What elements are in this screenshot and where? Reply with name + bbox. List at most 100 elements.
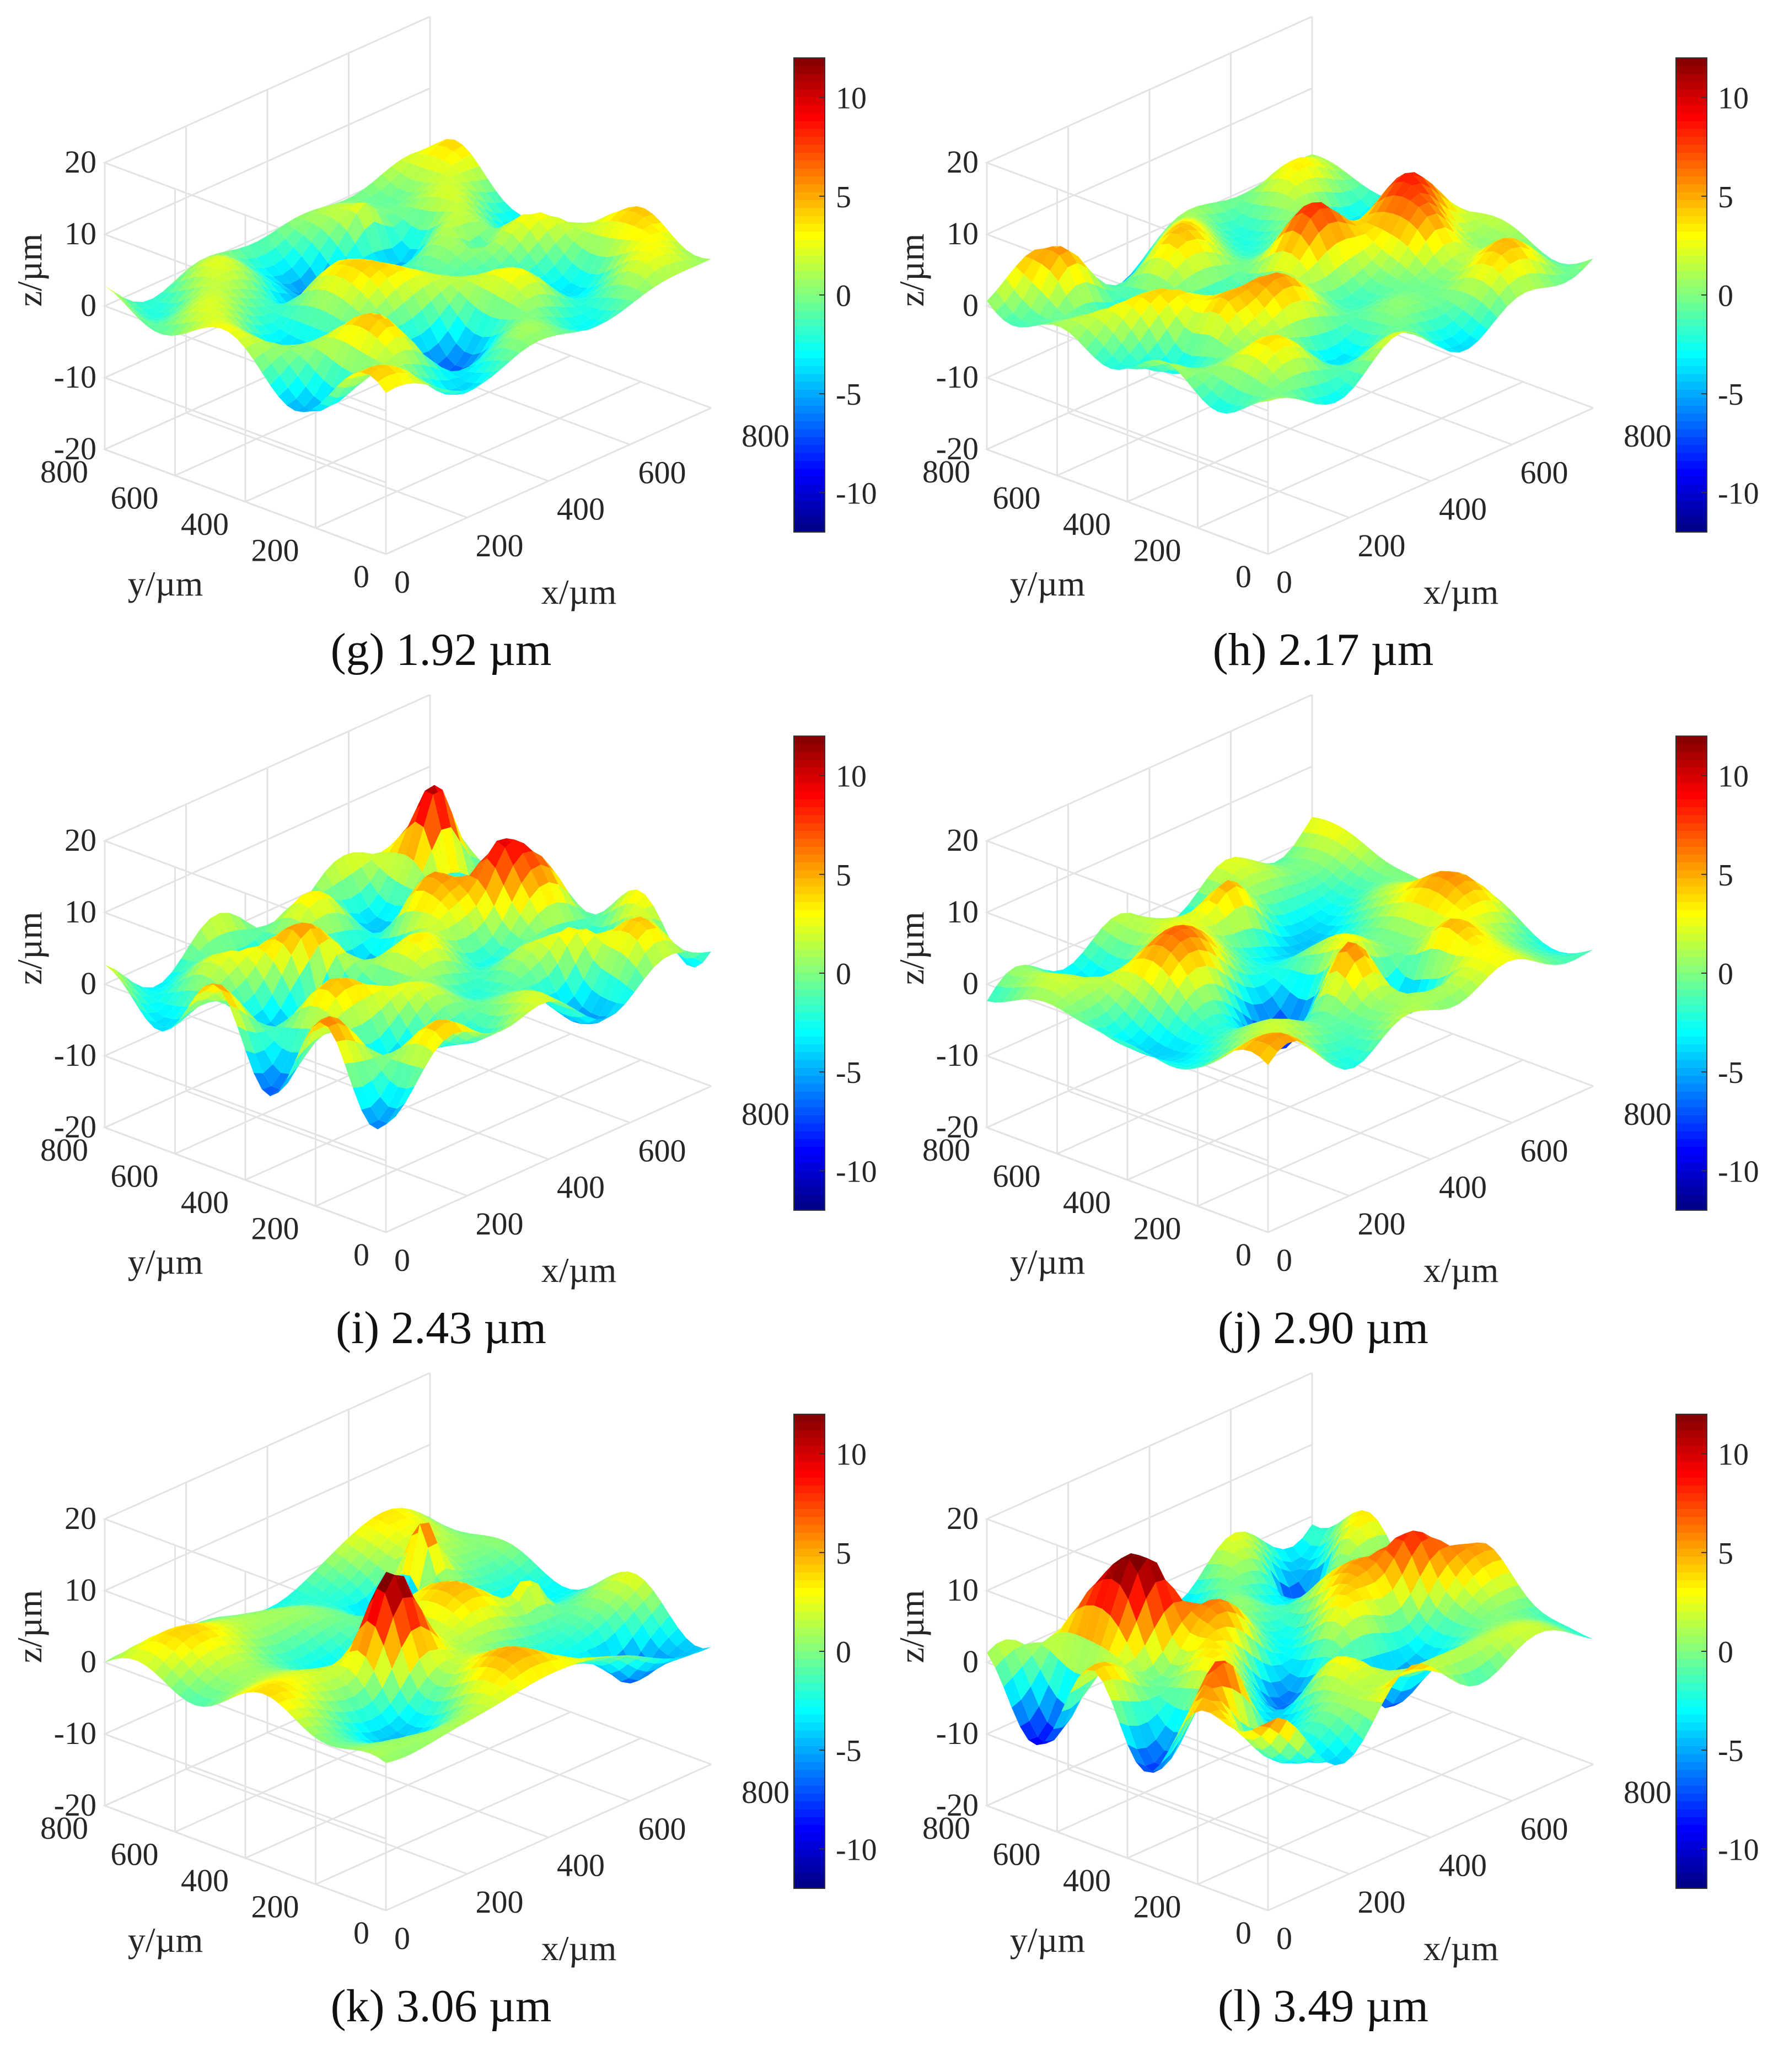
surface-facet [1459, 920, 1477, 928]
surface-facet [466, 906, 485, 932]
surface-facet [575, 946, 594, 980]
surface-facet [1377, 1012, 1395, 1021]
surface-facet [587, 272, 606, 288]
surface-facet [1186, 239, 1205, 254]
surface-facet [1474, 264, 1492, 281]
surface-facet [1345, 329, 1363, 344]
surface-facet [1348, 219, 1367, 226]
surface-facet [1249, 962, 1267, 967]
colorbar-segment [794, 398, 825, 406]
surface-facet [538, 282, 557, 296]
surface-facet [611, 931, 629, 952]
surface-facet [245, 1050, 264, 1073]
surface-facet [1353, 269, 1371, 287]
surface-facet [1177, 368, 1195, 380]
surface-facet [1422, 286, 1440, 293]
surface-facet [337, 903, 356, 921]
surface-facet [1178, 905, 1196, 917]
surface-facet [1318, 925, 1336, 935]
surface-facet [224, 314, 243, 327]
surface-facet [1158, 1005, 1177, 1029]
surface-facet [525, 316, 543, 321]
surface-facet [495, 201, 513, 213]
surface-facet [1407, 991, 1425, 995]
surface-facet [595, 268, 614, 286]
surface-facet [1317, 395, 1335, 405]
surface-facet [574, 304, 592, 314]
surface-facet [1233, 213, 1251, 227]
surface-facet [151, 986, 169, 994]
surface-facet [166, 990, 185, 1006]
surface-facet [1418, 309, 1436, 321]
surface-facet [598, 1013, 616, 1023]
surface-facet [121, 981, 139, 1002]
surface-facet [385, 310, 403, 328]
colorbar-segment [794, 358, 825, 367]
colorbar-segment [794, 271, 825, 280]
surface-facet [1539, 255, 1558, 268]
surface-facet [1523, 946, 1541, 951]
surface-facet [1304, 1027, 1323, 1035]
surface-facet [314, 1027, 332, 1041]
surface-facet [1347, 360, 1365, 372]
surface-facet [1190, 356, 1208, 370]
colorbar-segment [1676, 831, 1707, 840]
colorbar-segment [1676, 366, 1707, 375]
surface-facet [1292, 300, 1310, 320]
surface-facet [570, 330, 588, 331]
surface-facet [1344, 835, 1362, 853]
surface-facet [202, 962, 221, 978]
surface-facet [1293, 832, 1311, 847]
surface-facet [309, 945, 327, 996]
surface-facet [282, 267, 300, 284]
surface-facet [273, 274, 291, 284]
surface-facet [1509, 951, 1528, 957]
surface-facet [1411, 296, 1429, 303]
surface-facet [1183, 332, 1202, 356]
surface-facet [439, 984, 458, 993]
surface-facet [1271, 865, 1290, 870]
surface-facet [1445, 304, 1464, 321]
surface-facet [1168, 216, 1187, 226]
surface-facet [1395, 888, 1414, 903]
surface-facet [1260, 869, 1278, 879]
surface-facet [479, 963, 497, 971]
surface-facet [1316, 166, 1335, 180]
surface-facet [1071, 999, 1089, 1013]
colorbar-segment [1676, 263, 1707, 272]
surface-plot-j: -20-100102002004006008000200400600800x/µ… [892, 694, 1759, 1290]
surface-facet [1264, 977, 1282, 997]
surface-facet [1216, 1032, 1235, 1043]
surface-facet [441, 283, 459, 304]
surface-facet [634, 217, 652, 230]
surface-facet [406, 944, 425, 962]
surface-facet [431, 245, 449, 259]
surface-facet [255, 341, 273, 352]
surface-facet [492, 991, 510, 997]
surface-facet [1538, 956, 1556, 960]
surface-facet [1319, 970, 1337, 997]
surface-facet [1447, 956, 1465, 975]
surface-facet [1132, 297, 1151, 316]
surface-facet [531, 865, 549, 888]
surface-facet [185, 286, 204, 299]
surface-facet [266, 247, 284, 265]
surface-facet [1310, 208, 1329, 233]
surface-facet [1070, 323, 1088, 341]
surface-facet [1144, 924, 1162, 933]
surface-facet [278, 388, 297, 406]
surface-facet [1321, 1043, 1339, 1053]
surface-facet [1311, 909, 1329, 922]
surface-facet [492, 245, 511, 264]
surface-facet [1281, 864, 1299, 869]
surface-facet [496, 958, 514, 970]
surface-facet [545, 306, 563, 318]
surface-facet [1456, 941, 1474, 957]
surface-facet [408, 933, 426, 944]
surface-facet [1197, 965, 1215, 984]
surface-facet [1229, 953, 1248, 967]
surface-facet [1431, 927, 1449, 949]
surface-facet [315, 311, 333, 331]
surface-facet [1335, 829, 1353, 846]
surface-facet [1267, 1024, 1286, 1030]
